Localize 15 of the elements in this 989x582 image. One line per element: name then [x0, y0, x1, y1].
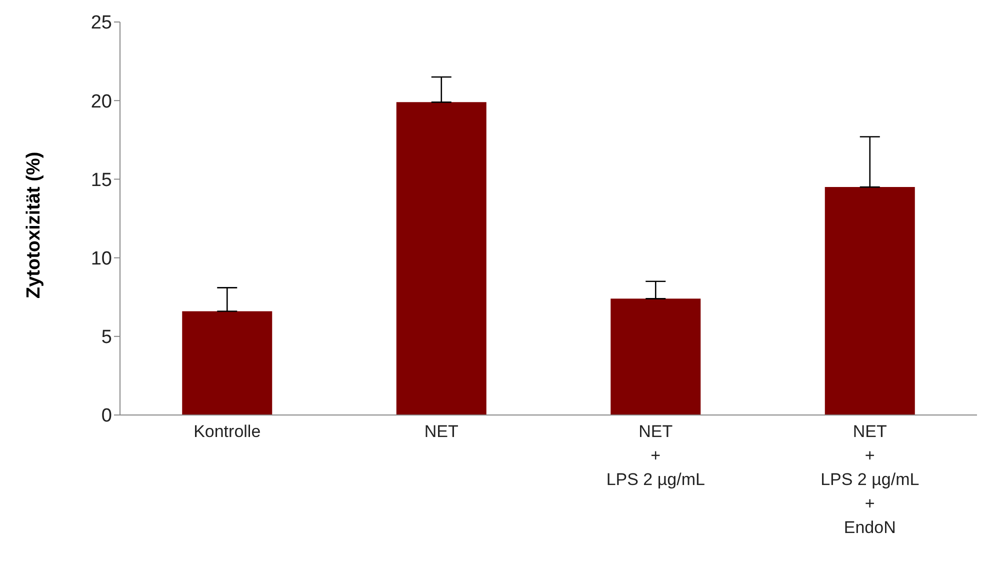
y-tick-label: 5: [101, 327, 112, 348]
x-tick-label: NET: [424, 422, 458, 441]
y-tick-label: 20: [90, 91, 112, 112]
bar: [396, 102, 486, 415]
y-tick-label: 0: [101, 406, 112, 427]
bar: [610, 298, 701, 415]
x-tick-label: Kontrolle: [194, 422, 261, 441]
bar: [824, 187, 915, 415]
x-tick-label: NET + LPS 2 µg/mL + EndoN: [820, 422, 920, 537]
y-tick-label: 10: [90, 248, 112, 270]
x-tick-label: NET + LPS 2 µg/mL: [606, 422, 705, 489]
y-tick-label: 25: [90, 12, 112, 34]
y-tick-label: 15: [90, 170, 112, 191]
bar: [182, 311, 272, 415]
y-axis-title: Zytotoxizität (%): [24, 152, 45, 298]
